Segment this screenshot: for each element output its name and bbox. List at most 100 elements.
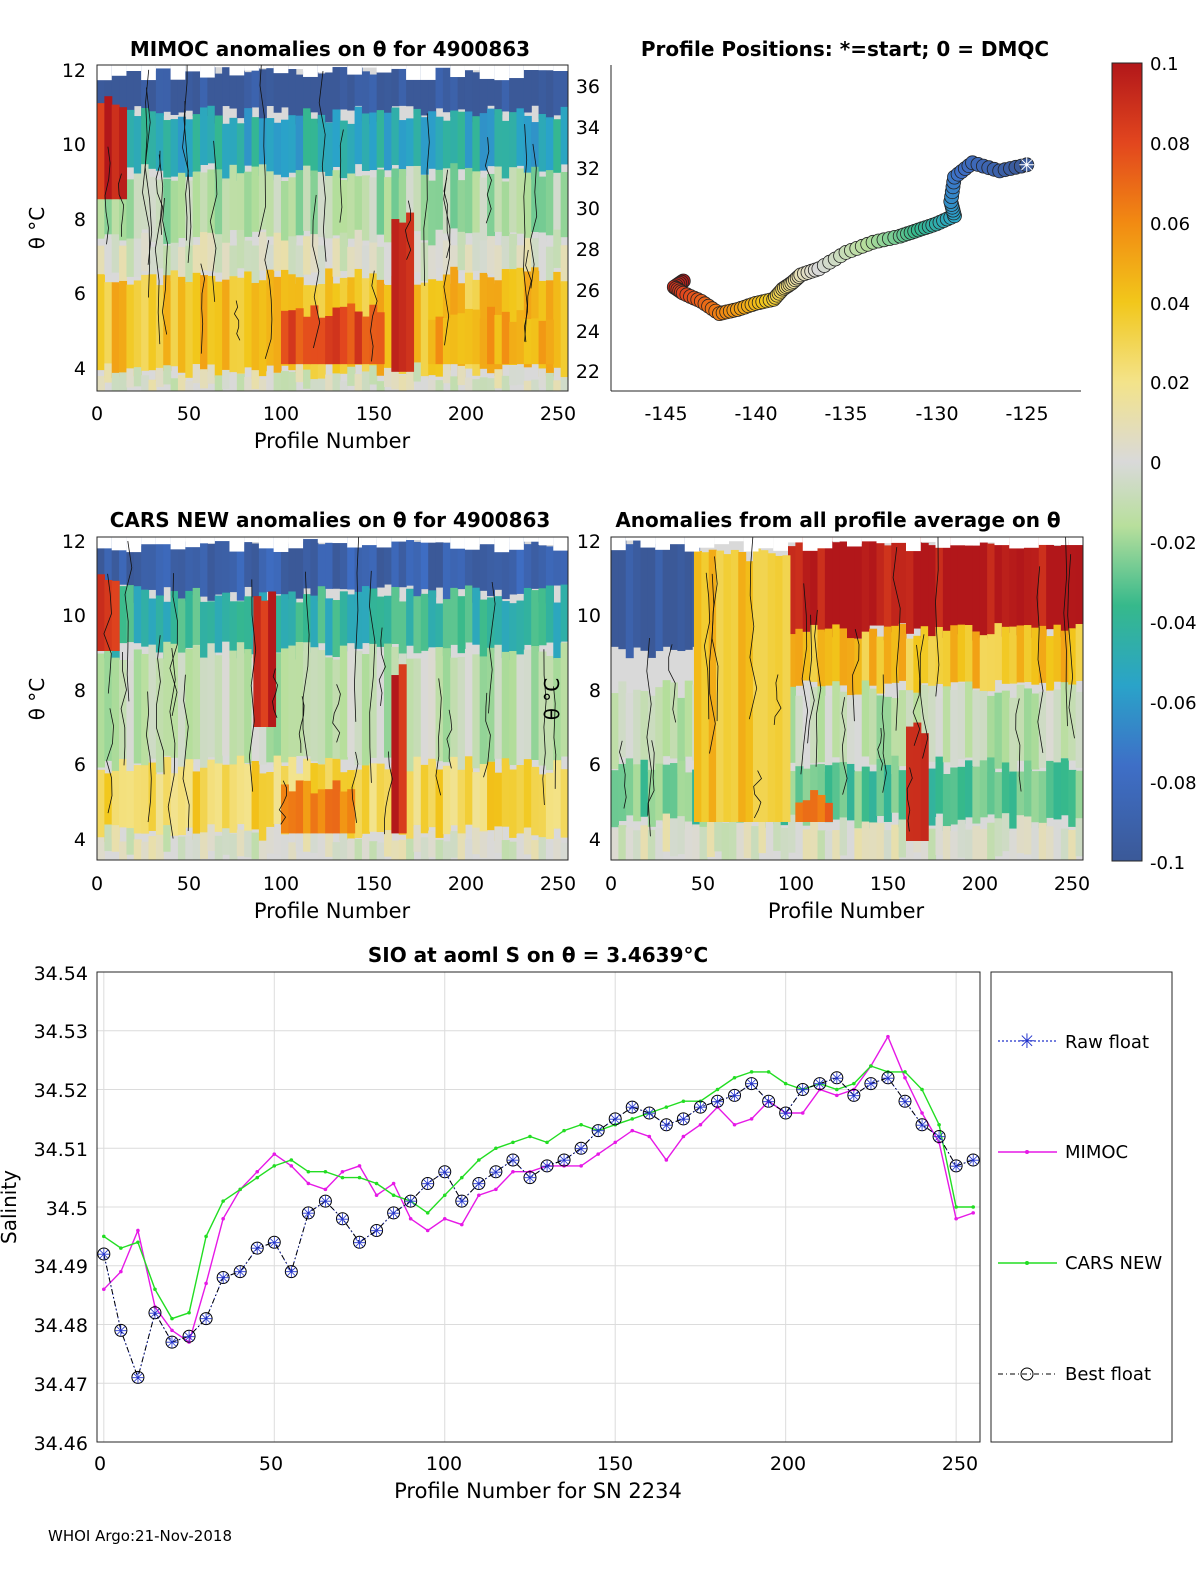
salinity-axes-box — [96, 971, 981, 1443]
allavg-cell — [1075, 691, 1083, 768]
allavg-cell — [1046, 636, 1055, 694]
mimoc-xtick-50: 50 — [177, 403, 201, 425]
mimoc-cell — [126, 284, 135, 381]
cars-cell — [531, 590, 540, 648]
allavg-missing — [891, 537, 906, 543]
best-float-point — [182, 1329, 196, 1343]
sal-ytick-4: 34.5 — [46, 1198, 88, 1220]
cars-cell — [339, 591, 348, 649]
mimoc-cell — [361, 175, 370, 241]
mimoc-cell — [133, 116, 142, 174]
mimoc-cell — [266, 65, 275, 107]
allavg-cell — [942, 542, 951, 638]
cars-cell — [222, 641, 231, 756]
mimoc-missing — [229, 65, 245, 76]
raw-float-point: ✳ — [881, 1069, 894, 1088]
mimoc-cell — [457, 231, 466, 271]
allavg-missing — [611, 537, 626, 551]
cars-cell — [442, 599, 451, 657]
mimoc-cell — [185, 380, 194, 391]
mimoc-cell — [325, 175, 334, 242]
allavg-cell — [847, 696, 855, 773]
allavg-cell — [1001, 762, 1010, 820]
cars-cell — [192, 833, 201, 860]
mimoc-cell — [406, 118, 415, 176]
cars-cell — [354, 839, 363, 860]
cars-cell — [516, 765, 525, 834]
allavg-cell — [1060, 630, 1069, 688]
cars-cell — [244, 830, 253, 858]
allavg-cell — [987, 757, 996, 815]
mimoc-cell — [185, 281, 194, 378]
mimoc-cell — [509, 269, 518, 365]
allavg-cell — [935, 544, 944, 640]
cars-cell — [516, 600, 525, 658]
cars-point — [340, 1175, 345, 1180]
raw-float-point: ✳ — [336, 1210, 349, 1229]
cars-cell — [244, 764, 253, 833]
cars-point — [732, 1075, 737, 1080]
cars-cell — [413, 756, 422, 826]
allavg-cell — [751, 826, 760, 860]
raw-float-point: ✳ — [472, 1175, 485, 1194]
cars-cell — [126, 537, 135, 591]
cars-cell — [177, 836, 186, 860]
mimoc-cell — [545, 117, 554, 175]
mimoc-cell — [185, 119, 194, 177]
cars-cell — [325, 598, 334, 656]
allavg-contour — [646, 637, 652, 837]
mimoc-missing — [317, 65, 333, 73]
allavg-cell — [824, 695, 833, 772]
cars-cell — [361, 836, 370, 860]
cars-point — [187, 1310, 191, 1315]
raw-float-point: ✳ — [506, 1151, 519, 1170]
mimoc-point — [494, 1187, 498, 1192]
positions-y-ticks: 36 34 32 30 28 26 24 22 — [576, 76, 600, 383]
allavg-missing — [699, 537, 715, 548]
legend-best-marker — [1020, 1367, 1034, 1381]
allavg-cell — [743, 820, 752, 859]
allavg-cell — [684, 772, 693, 830]
cb-tick-4: 0.02 — [1150, 373, 1190, 394]
mimoc-cell — [170, 65, 179, 115]
cars-cell — [273, 827, 282, 855]
mimoc-cell — [244, 108, 253, 166]
mimoc-cell — [442, 364, 451, 384]
cars-point — [272, 1164, 277, 1168]
best-float-point — [250, 1241, 264, 1255]
best-float-point — [540, 1159, 554, 1173]
legend-best-float: Best float — [998, 1364, 1151, 1385]
cars-point — [971, 1205, 975, 1209]
allavg-cell — [618, 825, 627, 860]
cars-missing — [376, 537, 392, 548]
mimoc-cell — [104, 65, 113, 112]
allavg-hotspot-cell — [802, 800, 811, 822]
mimoc-missing — [303, 65, 318, 77]
mimoc-cell — [266, 269, 275, 366]
cars-hotspot-cell — [317, 789, 326, 834]
cars-xtick-0: 0 — [91, 873, 103, 895]
allavg-cell — [832, 542, 841, 638]
mimoc-cell — [177, 247, 186, 286]
mimoc-cell — [177, 374, 186, 391]
mimoc-cell — [391, 65, 400, 107]
mimoc-ytick-4: 4 — [74, 358, 86, 380]
allavg-cell — [647, 829, 656, 860]
cars-cell — [192, 587, 201, 645]
mimoc-cell — [398, 375, 407, 391]
mimoc-hotspot-cell — [361, 316, 370, 365]
allavg-missing — [788, 537, 803, 543]
cars-cell — [288, 542, 297, 600]
allavg-cell — [861, 821, 870, 860]
allavg-cell — [861, 766, 870, 824]
cars-missing — [111, 537, 127, 551]
best-float-point — [949, 1159, 963, 1173]
mimoc-missing — [244, 65, 259, 71]
cars-title: CARS NEW anomalies on θ for 4900863 — [110, 508, 551, 532]
allavg-cell — [935, 756, 944, 814]
allavg-cell — [928, 545, 937, 641]
allavg-cell — [824, 831, 833, 860]
allavg-cell — [765, 819, 774, 858]
mimoc-cell — [325, 72, 334, 123]
cars-cell — [163, 537, 172, 588]
